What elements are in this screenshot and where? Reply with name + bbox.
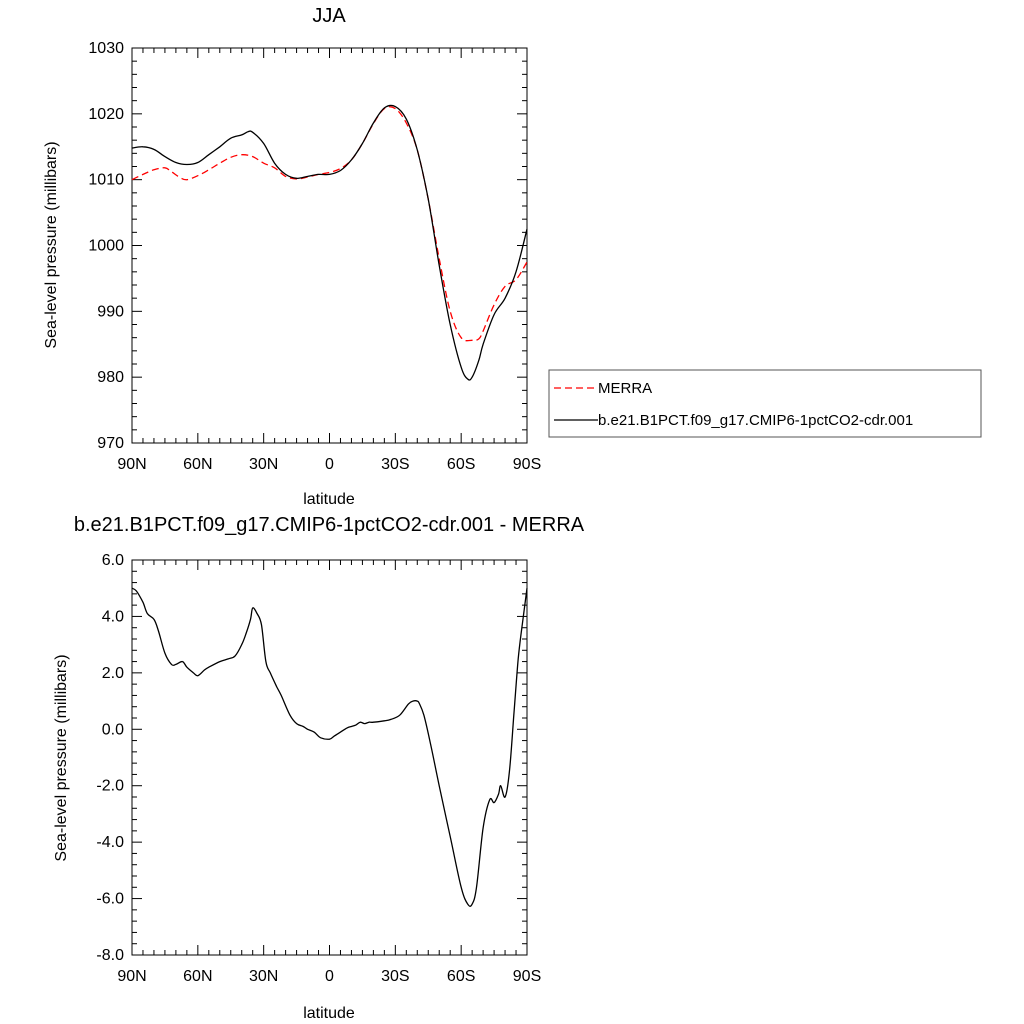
y-tick-label: 6.0 <box>102 552 124 569</box>
legend-frame <box>548 369 982 438</box>
x-tick-label: 90N <box>117 968 146 985</box>
legend-label-merra: MERRA <box>598 380 652 397</box>
y-tick-label: 0.0 <box>102 721 124 738</box>
x-tick-label: 90N <box>117 456 146 473</box>
top-y-axis-label: Sea-level pressure (millibars) <box>43 141 60 348</box>
x-tick-label: 90S <box>513 968 541 985</box>
bottom-plot-area: 90N 60N 30N 0 30S 60S 90S -8.0 -6.0 -4.0 -2.0 0.0 2.… <box>96 552 541 985</box>
y-tick-label: 2.0 <box>102 665 124 682</box>
x-tick-label: 30N <box>249 968 278 985</box>
series-line-merra <box>131 106 528 342</box>
y-tick-label: 980 <box>97 369 124 386</box>
plot-frame <box>131 47 528 444</box>
y-tick-label: 1000 <box>88 238 124 255</box>
x-tick-label: 30S <box>381 456 409 473</box>
y-tick-label: -4.0 <box>96 834 124 851</box>
plot-frame <box>131 559 528 956</box>
bottom-panel: b.e21.B1PCT.f09_g17.CMIP6-1pctCO2-cdr.00… <box>53 514 585 1022</box>
bottom-chart-title: b.e21.B1PCT.f09_g17.CMIP6-1pctCO2-cdr.00… <box>74 514 585 536</box>
y-tick-label: 1020 <box>88 106 124 123</box>
x-tick-label: 60S <box>447 456 475 473</box>
x-tick-label: 60S <box>447 968 475 985</box>
bottom-x-axis-label: latitude <box>303 1005 355 1022</box>
legend-label-model: b.e21.B1PCT.f09_g17.CMIP6-1pctCO2-cdr.00… <box>598 412 913 429</box>
bottom-y-axis-label: Sea-level pressure (millibars) <box>53 654 70 861</box>
y-tick-label: 1010 <box>88 172 124 189</box>
x-tick-label: 30S <box>381 968 409 985</box>
series-line-b-e21-b1pct-f09-g17-cmip6-1pctco2-cdr-001 <box>131 104 528 381</box>
top-plot-area: 90N 60N 30N 0 30S 60S 90S 970 980 990 1000 1010 1020… <box>88 40 541 473</box>
top-chart-title: JJA <box>312 5 346 27</box>
series-line-difference <box>131 587 528 907</box>
x-tick-label: 60N <box>183 968 212 985</box>
x-tick-label: 0 <box>325 968 334 985</box>
y-tick-label: 990 <box>97 303 124 320</box>
top-panel: JJA 90N 60N 30N 0 30S 60S 90S 970 980 990 1000 1010… <box>43 5 982 508</box>
x-tick-label: 30N <box>249 456 278 473</box>
x-tick-label: 90S <box>513 456 541 473</box>
top-legend: MERRA b.e21.B1PCT.f09_g17.CMIP6-1pctCO2-… <box>548 369 982 438</box>
y-tick-label: -2.0 <box>96 778 124 795</box>
x-tick-label: 60N <box>183 456 212 473</box>
y-tick-label: 1030 <box>88 40 124 57</box>
y-tick-label: 970 <box>97 435 124 452</box>
top-x-axis-label: latitude <box>303 491 355 508</box>
y-tick-label: 4.0 <box>102 608 124 625</box>
y-tick-label: -6.0 <box>96 891 124 908</box>
y-tick-label: -8.0 <box>96 947 124 964</box>
x-tick-label: 0 <box>325 456 334 473</box>
